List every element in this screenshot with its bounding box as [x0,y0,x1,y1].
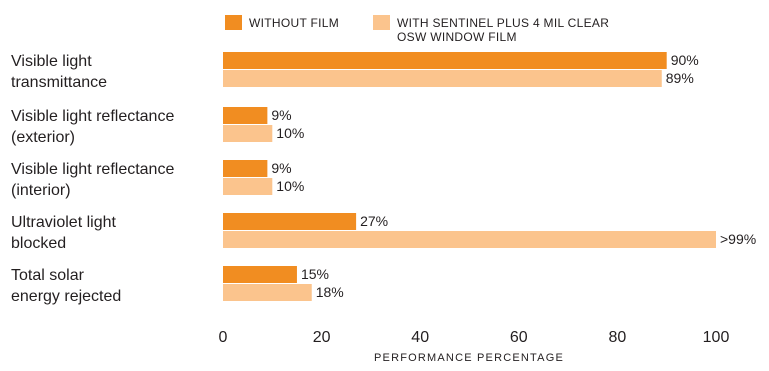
bar-series1-3 [223,160,268,177]
data-label: 89% [666,70,694,86]
chart-legend: WITHOUT FILM WITH SENTINEL PLUS 4 MIL CLE… [225,15,609,44]
bar-series1-2 [223,107,268,124]
legend-swatch-1 [225,15,242,30]
bar-series2-2 [223,125,273,142]
x-tick-label: 60 [510,329,528,346]
category-label: Total solar energy rejected [11,267,121,305]
category-label: Visible light transmittance [11,53,107,91]
legend-swatch-2 [373,15,390,30]
x-tick-label: 0 [219,329,228,346]
x-tick-label: 20 [313,329,331,346]
bar-series2-3 [223,178,273,195]
bar-series [223,52,716,301]
data-label: 15% [301,266,329,282]
data-label: >99% [720,231,756,247]
legend-label-1: WITHOUT FILM [249,16,339,30]
bar-series1-1 [223,52,667,69]
data-label: 9% [271,107,291,123]
category-label: Ultraviolet light blocked [11,214,116,252]
legend-label-2: WITH SENTINEL PLUS 4 MIL CLEAR [397,16,609,30]
bar-series1-5 [223,266,297,283]
x-tick-label: 40 [411,329,429,346]
data-label: 18% [316,284,344,300]
value-labels: 90% 9% 9% 27% 15% 89% 10% 10% >99% 18% [271,52,756,300]
bar-series1-4 [223,213,357,230]
bar-series2-5 [223,284,312,301]
data-label: 27% [360,213,388,229]
data-label: 10% [276,125,304,141]
x-tick-label: 100 [703,329,730,346]
x-tick-label: 80 [609,329,627,346]
x-axis-title: PERFORMANCE PERCENTAGE [374,352,564,364]
x-axis-ticks: 0 20 40 60 80 100 [219,329,730,346]
data-label: 9% [271,160,291,176]
category-label: Visible light reflectance (interior) [11,161,174,199]
bar-series2-4 [223,231,716,248]
data-label: 90% [671,52,699,68]
legend-label-2: OSW WINDOW FILM [397,30,517,44]
category-labels: Visible light transmittance Visible light … [11,53,174,305]
data-label: 10% [276,178,304,194]
bar-series2-1 [223,70,662,87]
category-label: Visible light reflectance (exterior) [11,108,174,146]
